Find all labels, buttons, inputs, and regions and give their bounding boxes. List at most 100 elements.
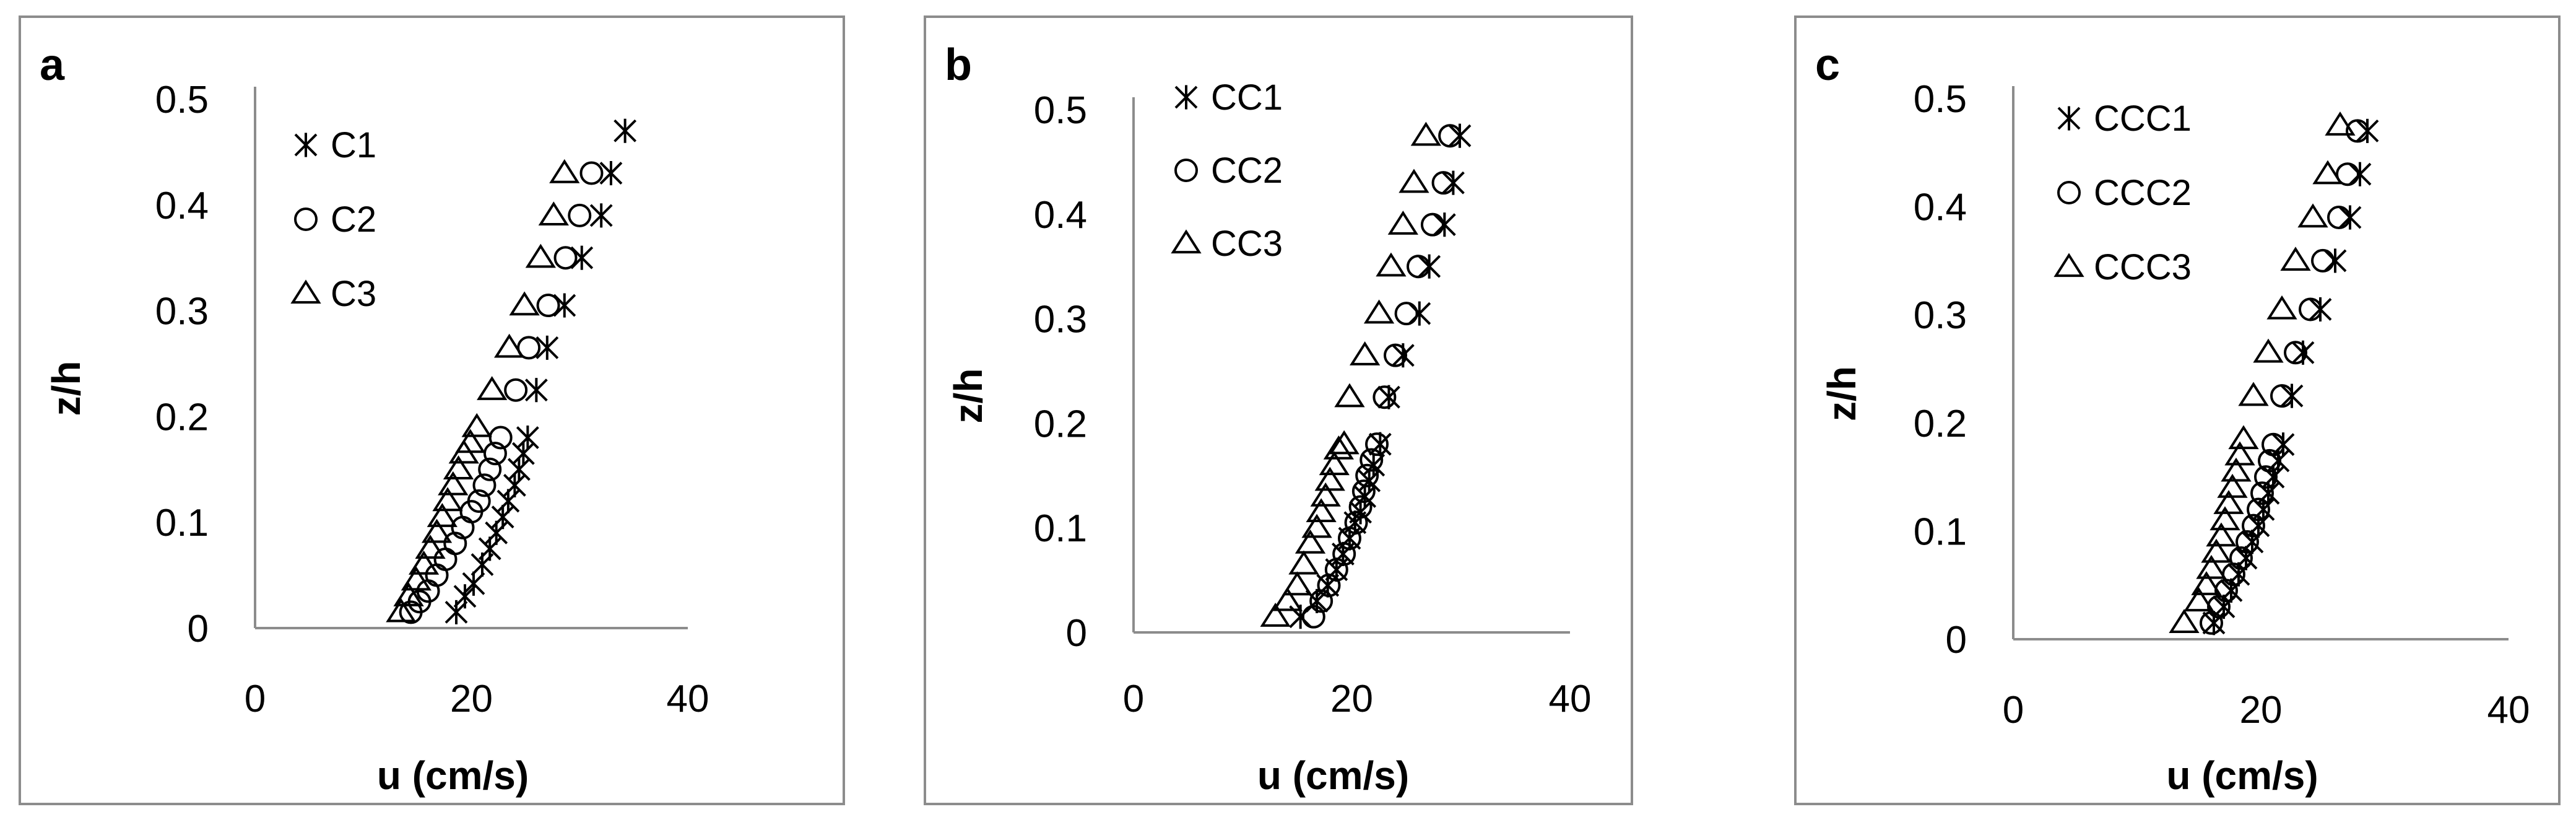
series-CC1	[1289, 123, 1472, 629]
data-point	[2253, 338, 2284, 363]
x-tick-label: 20	[2240, 689, 2283, 732]
data-point	[1373, 385, 1397, 409]
data-point	[1438, 124, 1462, 148]
data-point	[1260, 603, 1291, 627]
legend-label: CC1	[1211, 77, 1283, 118]
legend-entry-CC2: CC2	[1174, 151, 1283, 191]
series-CC3	[1260, 121, 1441, 627]
y-tick-label: 0.5	[1034, 89, 1087, 132]
legend-marker	[1171, 229, 1202, 254]
legend-entry-C1: C1	[294, 125, 376, 165]
x-axis-title: u (cm/s)	[1257, 753, 1409, 798]
y-axis-title: z/h	[946, 369, 991, 424]
legend-entry-CCC1: CCC1	[2057, 98, 2192, 139]
legend-label: C1	[331, 125, 376, 165]
legend-label: CCC2	[2094, 173, 2192, 213]
legend-entry-C3: C3	[290, 274, 376, 314]
data-point	[2327, 206, 2351, 230]
data-point	[2221, 457, 2252, 482]
data-point	[1323, 435, 1354, 460]
x-tick-label: 20	[1330, 678, 1373, 720]
data-point	[2224, 441, 2255, 466]
data-point	[524, 378, 548, 403]
data-point	[2254, 465, 2278, 489]
data-point	[538, 201, 569, 226]
data-point	[1301, 513, 1332, 538]
chart-panel-c: c 0 0.1 0.2 0.3 0.4 0.5 0 20 40 u (cm/s) z/h CCC1 CCC…	[1794, 15, 2561, 805]
data-point	[2323, 248, 2347, 273]
data-point	[1360, 448, 1384, 472]
data-point	[1376, 252, 1407, 277]
legend-label: CC3	[1211, 224, 1283, 264]
legend-marker	[1174, 85, 1198, 110]
legend-marker	[2057, 106, 2081, 131]
legend-entry-CC1: CC1	[1174, 77, 1283, 118]
data-point	[461, 413, 492, 437]
data-point	[438, 471, 469, 496]
data-point	[2242, 513, 2265, 538]
data-point	[1272, 587, 1303, 611]
data-point	[425, 563, 449, 587]
data-point	[1337, 526, 1361, 551]
data-point	[2280, 247, 2311, 271]
data-point	[1394, 302, 1418, 326]
data-point	[2238, 382, 2269, 406]
data-point	[467, 489, 491, 513]
data-point	[1433, 212, 1456, 237]
data-point	[536, 294, 560, 318]
data-point	[1399, 168, 1429, 193]
y-tick-label: 0.5	[155, 79, 209, 121]
x-axis-title: u (cm/s)	[377, 753, 529, 798]
data-point	[2217, 473, 2248, 498]
data-point	[2229, 546, 2253, 570]
chart-panel-b: b 0 0.1 0.2 0.3 0.4 0.5 0 20 40 u (cm/s) z/h CC1 CC2 C…	[924, 15, 1633, 805]
data-point	[2270, 384, 2294, 408]
data-point	[2297, 203, 2328, 228]
panel-label: b	[945, 40, 972, 90]
y-tick-label: 0	[1066, 612, 1087, 655]
data-point	[579, 161, 604, 185]
data-point	[483, 442, 507, 466]
data-point	[2284, 341, 2307, 365]
data-point	[2348, 162, 2372, 186]
data-point	[525, 243, 556, 268]
data-point	[2196, 554, 2227, 579]
data-point	[1377, 385, 1400, 409]
data-point	[2311, 248, 2335, 273]
data-point	[1431, 171, 1455, 195]
data-point	[415, 535, 446, 559]
chart-svg-a: a 0 0.1 0.2 0.3 0.4 0.5 0 20 40 u (cm/s) z/h C1 C2 C3	[40, 40, 709, 798]
chart-panel-a: a 0 0.1 0.2 0.3 0.4 0.5 0 20 40 u (cm/s) z/h C1 C2 C3	[19, 15, 845, 805]
data-point	[1306, 498, 1337, 523]
data-point	[504, 378, 528, 402]
data-point	[1348, 495, 1373, 519]
chart-svg-c: c 0 0.1 0.2 0.3 0.4 0.5 0 20 40 u (cm/s) z/h CCC1 CCC…	[1815, 40, 2530, 798]
data-point	[432, 487, 463, 512]
data-point	[386, 598, 417, 623]
data-point	[2210, 506, 2240, 531]
legend-marker	[290, 279, 321, 304]
data-point	[599, 161, 623, 186]
series-C1	[445, 118, 637, 624]
chart-svg-b: b 0 0.1 0.2 0.3 0.4 0.5 0 20 40 u (cm/s) z/h CC1 CC2 C…	[945, 40, 1591, 798]
data-point	[2346, 119, 2369, 143]
data-point	[1309, 589, 1334, 613]
y-tick-label: 0.3	[1034, 299, 1087, 341]
data-point	[1314, 466, 1345, 491]
data-point	[2312, 160, 2343, 185]
legend-marker	[294, 133, 318, 157]
y-axis-title: z/h	[1819, 366, 1864, 421]
data-point	[2266, 295, 2297, 320]
data-point	[488, 426, 513, 450]
data-point	[401, 566, 432, 591]
data-point	[1317, 574, 1341, 598]
data-point	[1408, 301, 1431, 326]
y-tick-label: 0.1	[1914, 510, 1967, 553]
data-point	[2258, 448, 2281, 473]
x-tick-label: 20	[450, 678, 493, 720]
data-point	[503, 473, 526, 497]
series-CC2	[1301, 124, 1462, 629]
data-point	[455, 429, 486, 453]
data-point	[2236, 530, 2259, 554]
data-point	[507, 457, 531, 482]
